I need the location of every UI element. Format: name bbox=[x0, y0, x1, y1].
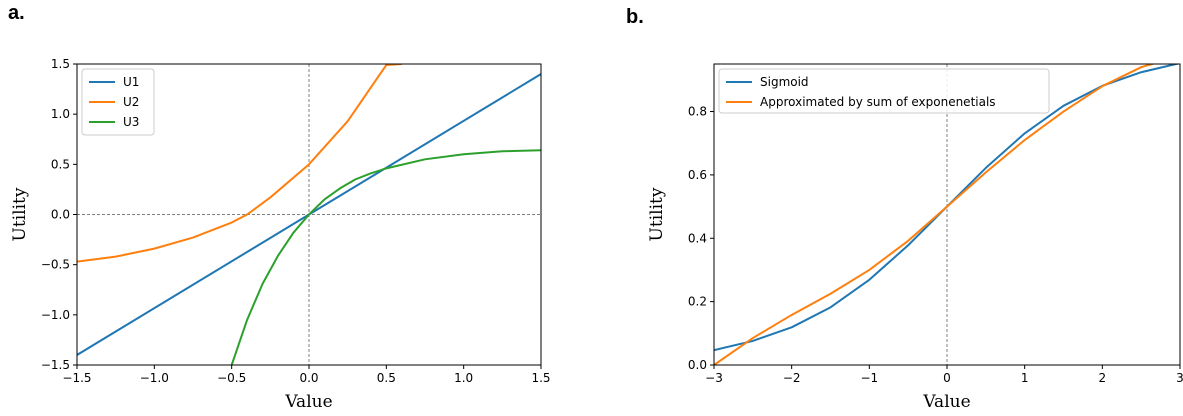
legend-label: U3 bbox=[123, 115, 139, 129]
x-tick-label: 1.0 bbox=[454, 371, 473, 385]
legend: U1 U2 U3 bbox=[81, 68, 155, 136]
legend-label: U2 bbox=[123, 95, 139, 109]
x-tick-label: 0.5 bbox=[377, 371, 396, 385]
x-tick-label: 0.0 bbox=[299, 371, 318, 385]
x-tick-label: −0.5 bbox=[217, 371, 246, 385]
y-tick-label: −0.5 bbox=[41, 258, 70, 272]
x-tick-label: 3 bbox=[1176, 371, 1183, 385]
x-tick-label: 2 bbox=[1099, 371, 1107, 385]
legend-box bbox=[81, 68, 155, 136]
series-group bbox=[77, 64, 541, 365]
y-tick-label: 1.5 bbox=[51, 57, 70, 71]
legend-label: Sigmoid bbox=[760, 75, 809, 89]
x-tick-label: −1 bbox=[860, 371, 878, 385]
x-tick-label: 1.5 bbox=[531, 371, 550, 385]
series-line-u3 bbox=[230, 149, 541, 365]
legend-label: U1 bbox=[123, 75, 139, 89]
legend-box bbox=[718, 68, 1050, 114]
series-line-approximated-by-sum-of-exponenetials bbox=[714, 64, 1156, 365]
series-line-u2 bbox=[77, 64, 402, 263]
y-tick-label: 1.0 bbox=[51, 107, 70, 121]
panel-label-a: a. bbox=[8, 2, 25, 24]
y-tick-label: 0.4 bbox=[688, 231, 707, 245]
x-tick-label: 0 bbox=[943, 371, 951, 385]
chart-b: −3 −2 −1 0 1 2 3 0.0 0.2 0.4 0.6 0.8 Value Utility Sig… bbox=[647, 63, 1183, 412]
panel-label-b: b. bbox=[626, 6, 644, 28]
x-axis-title: Value bbox=[284, 392, 332, 412]
x-tick-label: −2 bbox=[783, 371, 801, 385]
x-axis-title: Value bbox=[922, 392, 970, 412]
x-tick-label: −3 bbox=[705, 371, 723, 385]
y-axis-title: Utility bbox=[10, 187, 30, 241]
y-tick-label: 0.0 bbox=[51, 208, 70, 222]
y-tick-label: −1.5 bbox=[41, 358, 70, 372]
x-tick-label: −1.5 bbox=[62, 371, 91, 385]
y-tick-label: 0.5 bbox=[51, 157, 70, 171]
y-tick-label: 0.8 bbox=[688, 105, 707, 119]
y-tick-label: 0.6 bbox=[688, 168, 707, 182]
chart-a: −1.5 −1.0 −0.5 0.0 0.5 1.0 1.5 −1.5 −1.0 −0.5 0.0 0… bbox=[10, 57, 551, 412]
y-tick-label: −1.0 bbox=[41, 308, 70, 322]
series-group bbox=[714, 64, 1180, 365]
y-tick-label: 0.0 bbox=[688, 358, 707, 372]
legend: Sigmoid Approximated by sum of exponeneti… bbox=[718, 68, 1050, 114]
legend-label: Approximated by sum of exponenetials bbox=[760, 95, 996, 109]
x-tick-label: 1 bbox=[1021, 371, 1029, 385]
x-tick-label: −1.0 bbox=[140, 371, 169, 385]
y-axis-title: Utility bbox=[647, 187, 667, 241]
y-tick-label: 0.2 bbox=[688, 295, 707, 309]
